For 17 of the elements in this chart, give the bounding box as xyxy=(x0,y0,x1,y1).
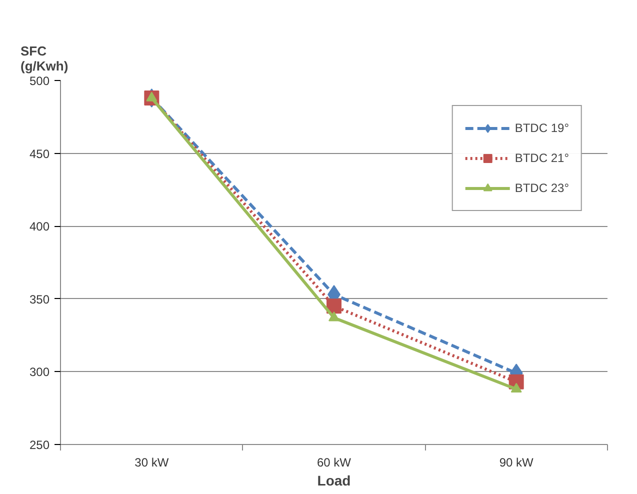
legend-label: BTDC 19° xyxy=(514,121,569,135)
y-tick-label: 300 xyxy=(29,365,50,380)
point xyxy=(326,298,342,314)
legend-label: BTDC 21° xyxy=(514,151,569,165)
y-tick-label: 350 xyxy=(29,292,50,306)
x-tick-label: 30 kW xyxy=(134,456,170,470)
y-axis-title: SFC (g/Kwh) xyxy=(20,44,68,74)
legend-label: BTDC 23° xyxy=(514,181,569,195)
x-axis-title: Load xyxy=(317,472,351,488)
y-tick-label: 500 xyxy=(29,74,50,88)
y-tick-label: 450 xyxy=(29,146,50,161)
point xyxy=(328,312,340,322)
x-tick-label: 90 kW xyxy=(499,456,534,470)
y-tick-label: 400 xyxy=(29,220,50,234)
x-tick-label: 60 kW xyxy=(316,456,352,470)
point xyxy=(510,382,522,393)
y-tick-label: 250 xyxy=(29,438,50,452)
